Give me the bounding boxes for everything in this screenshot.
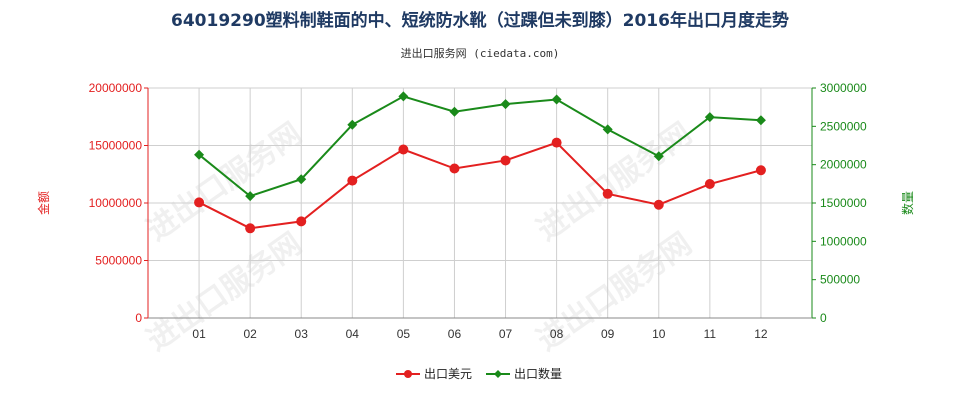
right-tick-label: 0	[820, 311, 827, 325]
series-1-point	[500, 155, 511, 166]
x-tick-label: 01	[192, 327, 206, 341]
x-tick-label: 09	[601, 327, 615, 341]
series-2-point	[245, 191, 256, 202]
x-tick-label: 04	[346, 327, 360, 341]
series-1-point	[398, 144, 409, 155]
x-axis-ticks: 01 02 03 04 05 06 07 08 09 10 11 12	[192, 327, 768, 341]
right-tick-label: 2000000	[820, 158, 867, 172]
series-2-point	[602, 124, 613, 135]
x-tick-label: 10	[652, 327, 666, 341]
series-1-point	[245, 223, 256, 234]
watermark-text: 进出口服务网	[531, 116, 699, 248]
x-tick-label: 06	[448, 327, 462, 341]
series-2-point	[704, 112, 715, 123]
left-tick-label: 0	[135, 311, 142, 325]
watermark-text: 进出口服务网	[141, 116, 309, 248]
x-tick-label: 12	[754, 327, 768, 341]
right-tick-label: 2500000	[820, 119, 867, 133]
series-2-point	[398, 91, 409, 102]
series-2-point	[194, 149, 205, 160]
series-2-point	[449, 106, 460, 117]
x-tick-label: 05	[397, 327, 411, 341]
chart-title: 64019290塑料制鞋面的中、短统防水靴（过踝但未到膝）2016年出口月度走势	[171, 10, 789, 31]
series-2-point	[500, 99, 511, 110]
series-1-point	[602, 188, 613, 199]
left-tick-label: 5000000	[95, 254, 142, 268]
series-1-point	[551, 137, 562, 148]
series-line-1	[198, 141, 762, 230]
left-axis-label: 金额	[36, 191, 51, 215]
right-tick-label: 500000	[820, 273, 860, 287]
right-tick-label: 1500000	[820, 196, 867, 210]
series-1-point	[347, 175, 358, 186]
series-1-point	[194, 197, 205, 208]
right-axis-ticks: 0 500000 1000000 1500000 2000000 2500000 30000…	[812, 81, 867, 325]
legend-label-1: 出口美元	[424, 367, 472, 381]
left-tick-label: 10000000	[89, 196, 143, 210]
x-tick-label: 11	[704, 327, 717, 341]
legend-marker-2	[494, 370, 502, 378]
x-tick-label: 08	[550, 327, 564, 341]
watermark-text: 进出口服务网	[141, 226, 309, 358]
chart-subtitle: 进出口服务网 (ciedata.com)	[401, 46, 560, 60]
series-1-point	[296, 216, 307, 227]
series-2-point	[755, 115, 766, 126]
series-2-point	[653, 151, 664, 162]
x-tick-label: 07	[499, 327, 513, 341]
x-tick-label: 02	[243, 327, 257, 341]
right-tick-label: 1000000	[820, 234, 867, 248]
left-tick-label: 15000000	[89, 139, 143, 153]
legend: 出口美元 出口数量	[396, 366, 562, 381]
legend-label-2: 出口数量	[514, 366, 562, 381]
left-axis-ticks: 0 5000000 10000000 15000000 20000000	[89, 81, 148, 325]
right-tick-label: 3000000	[820, 81, 867, 95]
series-1-point	[704, 179, 715, 190]
x-tick-label: 03	[295, 327, 309, 341]
series-1-point	[653, 199, 664, 210]
legend-marker-1	[404, 370, 412, 378]
series-line-2	[198, 95, 761, 198]
series-1-point	[449, 163, 460, 174]
series-1-point	[755, 165, 766, 176]
series-layer	[194, 91, 766, 234]
series-2-point	[551, 94, 562, 105]
series-2-point	[296, 174, 307, 185]
series-2-point	[347, 119, 358, 130]
right-axis-label: 数量	[900, 191, 915, 215]
left-tick-label: 20000000	[89, 81, 143, 95]
